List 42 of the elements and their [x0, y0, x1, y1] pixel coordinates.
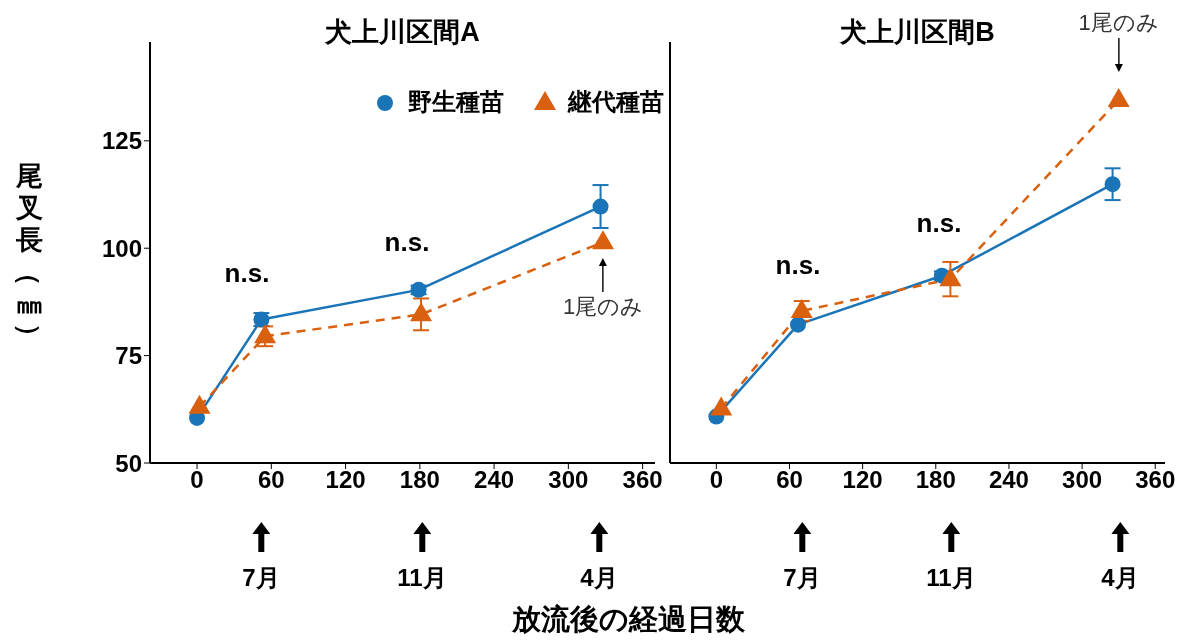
- point: [1107, 87, 1130, 107]
- text: 11月: [397, 563, 447, 593]
- point: [790, 316, 807, 333]
- y-tick-label: 100: [101, 234, 142, 262]
- x-tick-label: 0: [709, 466, 724, 494]
- y-tick-label: 50: [115, 449, 142, 477]
- text: 4月: [1101, 563, 1139, 593]
- chart-title: 犬上川区間A: [325, 16, 480, 49]
- x-tick-label: 360: [1135, 466, 1176, 494]
- annotation: n.s.: [916, 207, 962, 239]
- x-tick-label: 60: [776, 466, 803, 494]
- x-tick-label: 240: [988, 466, 1029, 494]
- y-tick-label: 125: [101, 127, 142, 155]
- annotation: n.s.: [224, 257, 270, 289]
- text: 7月: [783, 563, 821, 593]
- text: 11月: [926, 563, 976, 593]
- annotation: 1尾のみ: [562, 293, 644, 322]
- point: [592, 230, 615, 250]
- legend-label: 継代種苗: [568, 87, 664, 117]
- x-tick-label: 0: [190, 466, 204, 494]
- legend-label: 野生種苗: [408, 87, 504, 117]
- x-tick-label: 60: [257, 466, 285, 494]
- point: [410, 302, 433, 322]
- y-tick-label: 75: [115, 342, 142, 370]
- x-tick-label: 360: [622, 466, 663, 494]
- y-axis-title: 尾叉長（㎜）: [13, 160, 45, 351]
- x-tick-label: 180: [399, 466, 440, 494]
- x-tick-label: 300: [1062, 466, 1103, 494]
- annotation: 1尾のみ: [1078, 9, 1159, 37]
- x-tick-label: 240: [474, 466, 515, 494]
- x-tick-label: 180: [915, 466, 956, 494]
- x-axis-title: 放流後の経過日数: [511, 602, 745, 637]
- x-tick-label: 120: [842, 466, 883, 494]
- point: [188, 394, 211, 414]
- x-tick-label: 120: [325, 466, 366, 494]
- chart-title: 犬上川区間B: [840, 16, 995, 49]
- annotation: n.s.: [384, 226, 430, 258]
- text: 4月: [580, 563, 618, 593]
- point: [592, 198, 609, 215]
- annotation: n.s.: [775, 249, 821, 281]
- x-tick-label: 300: [548, 466, 589, 494]
- text: 7月: [242, 563, 280, 593]
